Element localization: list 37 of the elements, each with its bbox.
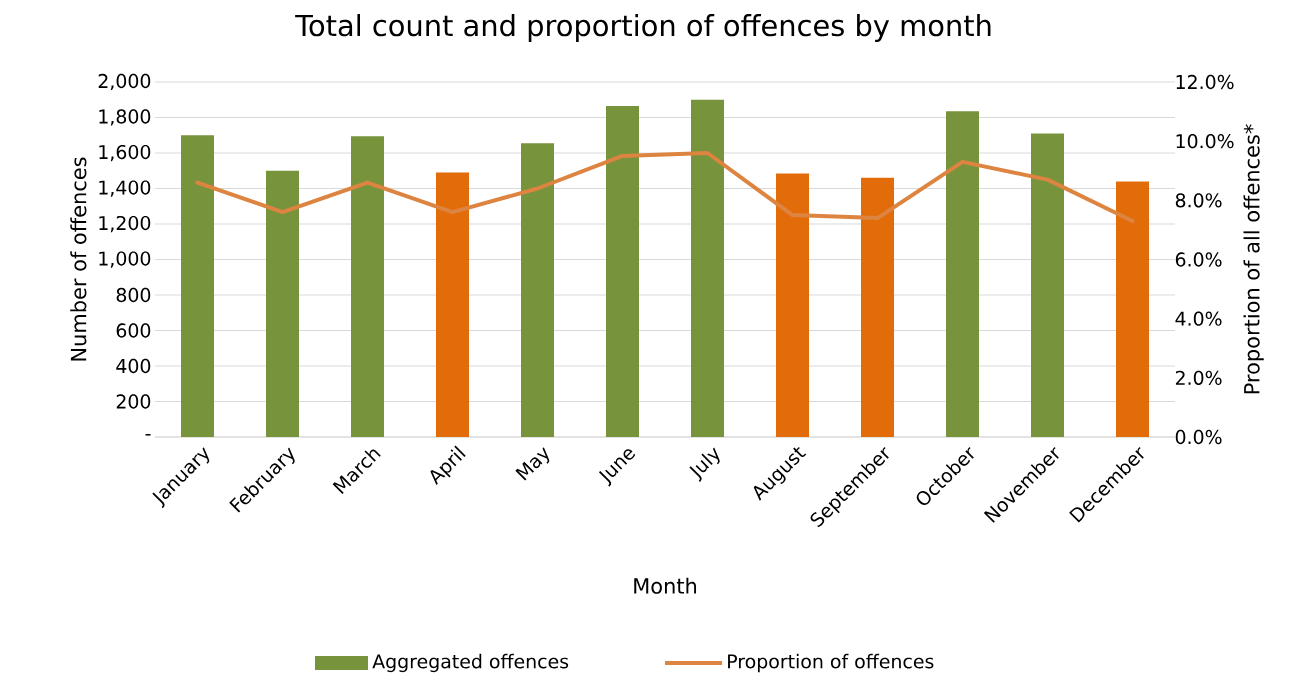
y-tick-label: 1,800 (99, 109, 151, 126)
bar (521, 143, 554, 437)
bar (861, 177, 894, 437)
bar (1116, 181, 1149, 437)
y-tick-label: 600 (116, 323, 151, 338)
bar (266, 170, 299, 437)
y2-tick-label: 4.0% (1175, 311, 1222, 326)
bar (1031, 133, 1064, 437)
y2-tick-label: 12.0% (1176, 74, 1234, 90)
bar (691, 99, 724, 437)
bar (351, 136, 384, 437)
bar (436, 172, 469, 437)
legend-label: Proportion of offences (728, 653, 934, 673)
bar (946, 111, 979, 437)
y2-tick-label: 8.0% (1175, 193, 1222, 208)
y2-axis-title: Proportion of all offences* (1243, 124, 1264, 394)
y-tick-label: 800 (116, 287, 151, 303)
bar (181, 135, 214, 437)
bar (776, 173, 809, 437)
y2-tick-label: 10.0% (1176, 134, 1234, 149)
y-tick-label: 2,000 (98, 73, 151, 91)
x-axis-title: Month (634, 577, 697, 594)
y-tick-label: 1,600 (99, 144, 151, 162)
chart-title: Total count and proportion of offences by month (295, 14, 991, 42)
line-series (195, 150, 1135, 224)
y-tick-label: - (145, 434, 151, 436)
y-axis-title: Number of offences (70, 157, 87, 361)
y2-tick-label: 6.0% (1175, 252, 1222, 267)
y-tick-label: 1,400 (99, 180, 151, 197)
legend-label: Aggregated offences (372, 653, 569, 673)
y-tick-label: 400 (116, 358, 151, 374)
y-tick-label: 1,200 (99, 215, 151, 233)
y-tick-label: 1,000 (99, 251, 151, 268)
y-tick-label: 200 (116, 394, 151, 409)
y2-tick-label: 0.0% (1175, 429, 1222, 445)
y2-tick-label: 2.0% (1175, 370, 1222, 385)
bar (606, 105, 639, 437)
